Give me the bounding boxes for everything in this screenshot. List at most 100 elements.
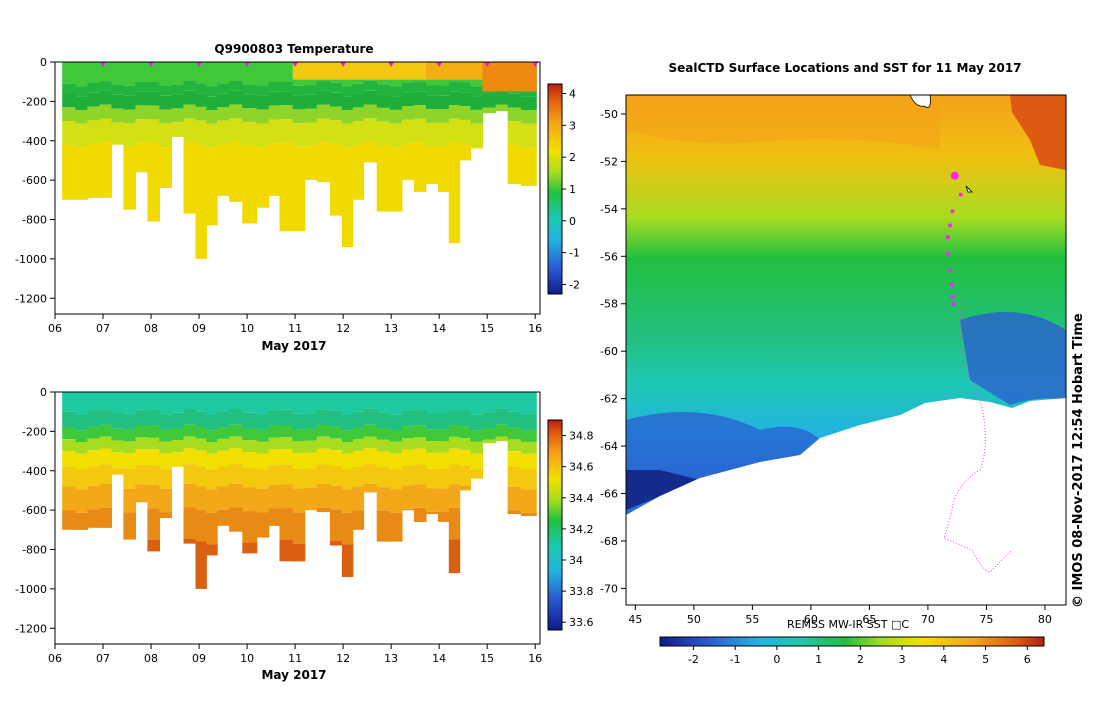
salinity-cell xyxy=(520,392,537,415)
salinity-cell xyxy=(147,539,160,552)
temperature-warm-cell xyxy=(495,62,509,92)
temperature-cell xyxy=(520,123,537,148)
temperature-cell xyxy=(99,90,112,105)
sst-colorbar-tick-label: 4 xyxy=(940,653,947,666)
salinity-cell xyxy=(87,438,100,451)
salinity-cell xyxy=(99,424,112,437)
salinity-y-tick-label: 0 xyxy=(40,386,47,399)
temperature-cell xyxy=(242,84,258,95)
salinity-x-tick-label: 16 xyxy=(528,652,542,665)
surface-locations xyxy=(945,171,963,306)
temperature-cell xyxy=(316,142,331,183)
sst-map-y-tick-label: -50 xyxy=(600,108,618,121)
temperature-cell xyxy=(62,62,76,84)
surface-location-point xyxy=(958,192,963,197)
temperature-cell xyxy=(256,62,270,87)
salinity-cell xyxy=(413,484,427,508)
salinity-cell xyxy=(195,541,207,589)
salinity-cell xyxy=(341,442,354,454)
salinity-cell xyxy=(352,466,365,487)
salinity-cell xyxy=(329,410,343,427)
salinity-cell xyxy=(75,430,88,442)
salinity-cell xyxy=(448,464,461,485)
salinity-cell xyxy=(206,392,218,415)
sst-map-y-tick-label: -70 xyxy=(600,582,618,595)
temperature-cell xyxy=(470,86,483,97)
salinity-cell xyxy=(426,512,439,515)
temperature-cell xyxy=(304,146,318,181)
sst-map-y-tick-label: -54 xyxy=(600,203,618,216)
surface-location-point xyxy=(951,301,956,306)
salinity-cell xyxy=(111,452,124,469)
salinity-cell xyxy=(316,507,331,513)
temperature-cell xyxy=(75,86,88,97)
salinity-cell xyxy=(470,441,483,454)
sst-map-panel: SealCTD Surface Locations and SST for 11… xyxy=(600,61,1067,666)
salinity-cell xyxy=(256,392,270,415)
salinity-cell xyxy=(363,408,378,425)
temperature-colorbar-ticks: 4 3 2 1 0 -1 -2 xyxy=(562,88,580,291)
sst-warm-patch xyxy=(1010,95,1066,170)
temperature-x-tick-label: 11 xyxy=(288,322,302,335)
sst-map-y-tick-label: -52 xyxy=(600,155,618,168)
temperature-cell xyxy=(438,95,450,110)
temperature-cell xyxy=(292,146,306,232)
temperature-cell xyxy=(459,143,471,161)
salinity-cell xyxy=(352,411,365,428)
sst-warm-band xyxy=(626,95,940,150)
salinity-cell xyxy=(62,411,76,428)
temperature-cell xyxy=(413,118,427,143)
salinity-cell xyxy=(147,465,160,485)
salinity-cell xyxy=(507,411,522,428)
temperature-cell xyxy=(183,142,197,214)
salinity-cell xyxy=(75,442,88,454)
sst-map-y-tick-label: -62 xyxy=(600,393,618,406)
salinity-cell xyxy=(495,408,509,425)
salinity-cell xyxy=(159,441,172,454)
surface-marker xyxy=(196,62,203,67)
salinity-cell xyxy=(329,450,343,467)
temperature-cell xyxy=(389,123,403,148)
salinity-cell xyxy=(304,468,318,488)
temperature-x-tick-label: 15 xyxy=(480,322,494,335)
surface-marker xyxy=(484,62,491,67)
salinity-cell xyxy=(217,509,230,526)
temperature-cell xyxy=(62,93,76,108)
temperature-cell xyxy=(217,144,230,196)
temperature-colorbar-tick-label: -2 xyxy=(569,278,580,291)
temperature-cell xyxy=(217,62,230,84)
salinity-cell xyxy=(426,488,439,512)
salinity-cell xyxy=(470,453,483,470)
salinity-cell xyxy=(159,469,172,489)
temperature-colorbar-tick-label: -1 xyxy=(569,247,580,260)
temperature-cell xyxy=(123,123,136,147)
temperature-warm-cell xyxy=(389,62,403,80)
temperature-cell xyxy=(329,120,343,144)
temperature-cell xyxy=(401,92,415,106)
temperature-cell xyxy=(87,83,100,93)
surface-marker xyxy=(244,62,251,67)
salinity-cell xyxy=(217,466,230,487)
temperature-cell xyxy=(135,81,148,92)
temperature-cell xyxy=(147,143,160,222)
salinity-x-tick-label: 07 xyxy=(96,652,110,665)
salinity-cell xyxy=(389,512,403,542)
salinity-cell xyxy=(183,436,197,449)
salinity-cell xyxy=(389,441,403,454)
salinity-cell xyxy=(470,469,483,479)
sst-map-frame xyxy=(625,94,1067,606)
temperature-cell xyxy=(520,147,537,186)
temperature-cell xyxy=(147,62,160,82)
temperature-cell xyxy=(111,85,124,95)
temperature-cell xyxy=(448,105,461,119)
salinity-cell xyxy=(217,392,230,412)
temperature-cell xyxy=(401,82,415,93)
surface-markers xyxy=(100,62,539,67)
salinity-cell xyxy=(329,540,343,546)
kerguelen-island xyxy=(909,95,931,108)
sst-map-y-tick-label: -60 xyxy=(600,345,618,358)
temperature-x-tick-label: 08 xyxy=(144,322,158,335)
salinity-cell xyxy=(135,392,148,410)
salinity-cell xyxy=(389,453,403,470)
salinity-cell xyxy=(229,424,243,437)
